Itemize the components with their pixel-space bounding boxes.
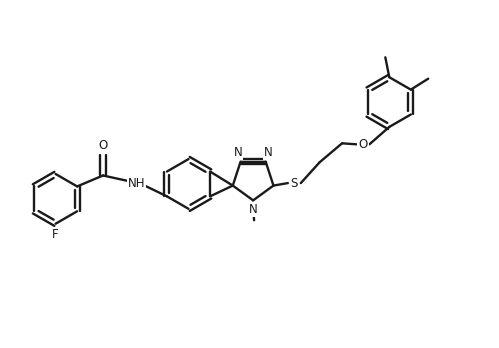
Text: F: F xyxy=(52,228,59,241)
Text: N: N xyxy=(264,146,272,159)
Text: S: S xyxy=(290,176,298,190)
Text: O: O xyxy=(98,139,108,152)
Text: N: N xyxy=(249,203,257,216)
Text: NH: NH xyxy=(128,177,145,190)
Text: O: O xyxy=(358,138,368,151)
Text: N: N xyxy=(234,146,243,159)
